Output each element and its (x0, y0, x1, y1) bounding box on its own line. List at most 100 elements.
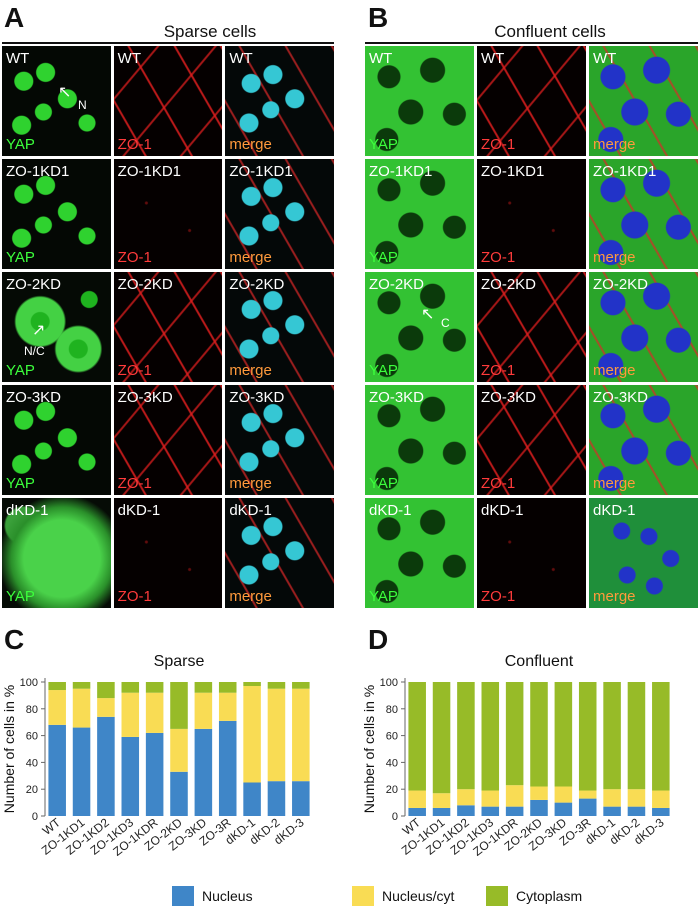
panel-b-rule (365, 42, 698, 44)
chart-title: Sparse (154, 653, 205, 670)
tile-condition-label: ZO-3KD (117, 389, 173, 406)
bar-segment (170, 728, 188, 772)
bar-segment (267, 781, 286, 816)
panel-b-tile-r2-c1: ZO-1KD1 YAP (365, 159, 474, 269)
panel-b-tile-r3-c1: ZO-2KD YAP C ↖ (365, 272, 474, 382)
bar-segment (457, 789, 475, 806)
panel-b-tile-r1-c3: WT merge (589, 46, 698, 156)
bar-segment (218, 720, 237, 816)
y-tick-label: 100 (20, 677, 38, 689)
tile-condition-label: ZO-1KD1 (229, 163, 293, 180)
tile-channel-label: merge (229, 249, 272, 266)
y-tick-label: 60 (386, 731, 398, 743)
y-tick-label: 40 (386, 757, 398, 769)
tile-channel-label: YAP (6, 362, 35, 379)
tile-condition-label: ZO-1KD1 (6, 163, 70, 180)
tile-channel-label: merge (229, 136, 272, 153)
tile-condition-label: dKD-1 (593, 502, 636, 519)
bar-segment (627, 682, 646, 790)
panel-b-tile-r5-c2: dKD-1 ZO-1 (477, 498, 586, 608)
panel-a-tile-r5-c3: dKD-1 merge (225, 498, 334, 608)
nucleus-cytoplasm-annotation: N/C (24, 344, 45, 358)
confluent-stacked-bar-chart: Confluent Number of cells in % 0 20 40 60 80 10… (361, 653, 670, 859)
bar-segment (218, 682, 237, 693)
tile-condition-label: ZO-3KD (481, 389, 537, 406)
panel-a-tile-r4-c3: ZO-3KD merge (225, 385, 334, 495)
tile-condition-label: ZO-2KD (6, 276, 62, 293)
bar-segment (481, 806, 500, 816)
bar-segment (530, 682, 548, 787)
panel-b-tile-r1-c1: WT YAP (365, 46, 474, 156)
bar-segment (194, 682, 213, 693)
bar-segment (121, 692, 140, 737)
panel-a-tile-r4-c2: ZO-3KD ZO-1 (113, 385, 223, 495)
nucleus-annotation: N (78, 98, 87, 112)
tile-channel-label: ZO-1 (481, 249, 516, 266)
bar-segment (505, 785, 524, 807)
tile-channel-label: ZO-1 (117, 475, 152, 492)
tile-channel-label: ZO-1 (117, 136, 152, 153)
bar-segment (481, 682, 500, 791)
tile-channel-label: ZO-1 (481, 588, 516, 605)
bar-segment (48, 690, 66, 725)
bar-segment (505, 806, 524, 816)
arrow-icon: ↖ (421, 306, 435, 323)
panel-a-tile-r2-c3: ZO-1KD1 merge (225, 159, 334, 269)
bar-segment (121, 736, 140, 816)
arrow-icon: ↖ (58, 84, 72, 101)
bar-segment (145, 682, 164, 693)
bar-segment (72, 682, 91, 689)
bar-segment (652, 807, 670, 816)
bar-segment (578, 682, 597, 791)
tile-channel-label: ZO-1 (481, 136, 516, 153)
bar-segment (603, 682, 621, 790)
bar-segment (145, 692, 164, 733)
bar-segment (652, 682, 670, 791)
panel-c-letter: C (4, 624, 25, 655)
tile-condition-label: ZO-1KD1 (117, 163, 182, 180)
tile-condition-label: dKD-1 (481, 502, 524, 519)
tile-condition-label: ZO-3KD (6, 389, 62, 406)
bar-segment (603, 789, 621, 807)
panel-a-tile-r1-c2: WT ZO-1 (113, 46, 223, 156)
panel-a-micrograph-grid: WT YAP N ↖ WT ZO-1 WT merge ZO-1KD1 YAP ZO-1KD1 ZO-… (2, 46, 334, 608)
tile-condition-label: dKD-1 (229, 502, 272, 519)
legend-label: Nucleus (202, 888, 253, 904)
bar-segment (194, 728, 213, 816)
bar-segment (408, 790, 426, 808)
bar-segment (457, 805, 475, 816)
tile-channel-label: YAP (6, 136, 35, 153)
panel-a-tile-r1-c1: WT YAP N ↖ (2, 46, 111, 156)
panel-a-tile-r3-c2: ZO-2KD ZO-1 (113, 272, 223, 382)
bar-segment (292, 781, 310, 816)
tile-channel-label: YAP (6, 588, 35, 605)
bar-segment (267, 688, 286, 782)
bar-segment (457, 682, 475, 790)
bar-segment (530, 799, 548, 816)
bar-segment (97, 698, 115, 717)
tile-channel-label: YAP (369, 362, 398, 379)
tile-condition-label: ZO-2KD (369, 276, 425, 293)
tile-condition-label: ZO-2KD (481, 276, 537, 293)
tile-condition-label: ZO-3KD (593, 389, 649, 406)
bar-segment (554, 682, 573, 787)
bar-segment (72, 727, 91, 816)
panel-b-tile-r4-c2: ZO-3KD ZO-1 (477, 385, 586, 495)
tile-channel-label: YAP (369, 249, 398, 266)
tile-condition-label: ZO-1KD1 (593, 163, 657, 180)
tile-channel-label: YAP (369, 588, 398, 605)
panel-a-letter: A (4, 2, 25, 33)
bar-segment (554, 802, 573, 816)
tile-condition-label: WT (593, 50, 617, 67)
tile-channel-label: merge (229, 475, 272, 492)
tile-condition-label: ZO-2KD (229, 276, 285, 293)
panel-b-tile-r2-c2: ZO-1KD1 ZO-1 (477, 159, 586, 269)
panel-a-tile-r5-c2: dKD-1 ZO-1 (113, 498, 223, 608)
tile-channel-label: YAP (369, 136, 398, 153)
chart-legend: Nucleus Nucleus/cyt Cytoplasm (172, 886, 582, 906)
tile-channel-label: merge (229, 588, 272, 605)
bar-segment (145, 732, 164, 816)
bar-segment (432, 793, 451, 808)
tile-channel-label: merge (593, 588, 636, 605)
panel-b-tile-r5-c1: dKD-1 YAP (365, 498, 474, 608)
